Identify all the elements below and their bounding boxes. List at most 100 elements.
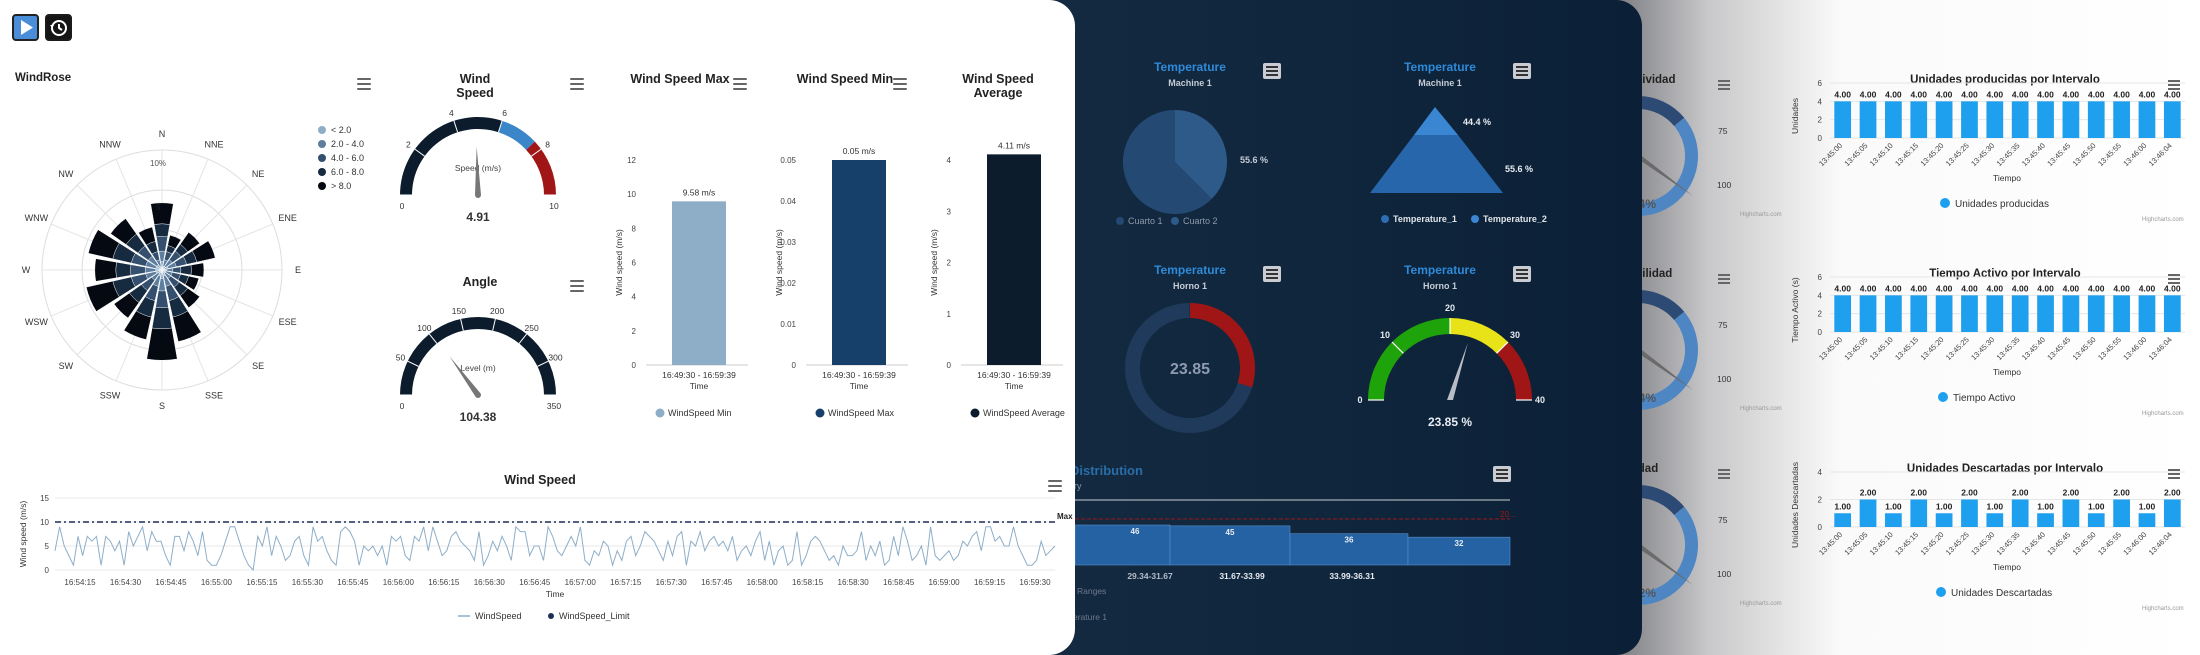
bar-data-label: 1.00	[2088, 501, 2105, 511]
gauge-tick-label: 250	[525, 323, 539, 333]
legend-label: WindSpeed	[475, 611, 522, 621]
bar	[1935, 101, 1953, 138]
menu-icon-bar	[1718, 469, 1730, 471]
gauge-band	[400, 116, 503, 195]
distribution-limit-label: 20...	[1500, 510, 1516, 519]
x-tick-label: 13:45:15	[1893, 141, 1920, 168]
x-tick-label: 13:46:00	[2121, 141, 2148, 168]
windrose-direction-label: N	[159, 129, 166, 139]
bar-data-label: 2.00	[1961, 488, 1978, 498]
bar-data-label: 45	[1226, 528, 1235, 537]
gauge-tick	[1391, 341, 1404, 354]
y-tick-label: 2	[1818, 116, 1823, 125]
bar-data-label: 4.00	[2063, 283, 2080, 293]
play-button[interactable]	[12, 14, 39, 41]
pyramid-segment	[1370, 135, 1503, 193]
menu-icon-bar	[1718, 282, 1730, 284]
x-tick-label: 16:56:30	[474, 578, 506, 587]
menu-icon-bar	[2168, 80, 2180, 82]
bar	[2062, 499, 2080, 527]
pie-slice	[1175, 110, 1227, 199]
bar	[2163, 295, 2181, 332]
distribution-bar	[1169, 525, 1291, 566]
x-tick-label: 16:58:15	[792, 578, 824, 587]
line-chart-menu-button[interactable]	[1048, 480, 1062, 492]
bar-data-label: 46	[1131, 527, 1140, 536]
legend-item[interactable]: 4.0 - 6.0	[318, 153, 364, 163]
x-tick-label: 16:55:15	[246, 578, 278, 587]
dark-gauge-menu-button[interactable]	[1513, 266, 1531, 282]
x-axis-title: Tiempo	[1993, 562, 2021, 572]
legend-item[interactable]: > 8.0	[318, 181, 364, 191]
bar	[832, 160, 886, 365]
bar	[1834, 101, 1852, 138]
pie-subtitle: Machine 1	[1168, 78, 1212, 88]
gauge-tick	[407, 360, 419, 367]
x-tick-label: 13:46:04	[2147, 335, 2174, 362]
min-chart-menu-button[interactable]	[893, 78, 907, 90]
donut-menu-button[interactable]	[1263, 266, 1281, 282]
bar	[1961, 295, 1978, 332]
y-axis-title: Tiempo Activo (s)	[1790, 277, 1800, 343]
pyramid-data-label: 55.6 %	[1505, 164, 1533, 174]
avg-chart-title-line2: Average	[973, 86, 1023, 100]
y-tick-label: 0.01	[780, 320, 796, 329]
legend-item[interactable]: 6.0 - 8.0	[318, 167, 364, 177]
distribution-menu-button[interactable]	[1493, 466, 1511, 482]
legend-item[interactable]: 2.0 - 4.0	[318, 139, 364, 149]
x-tick-label: 13:45:50	[2071, 335, 2098, 362]
x-tick-label: 13:45:20	[1919, 141, 1946, 168]
x-tick-label: 13:45:20	[1919, 335, 1946, 362]
bar-data-label: 1.00	[1885, 501, 1902, 511]
x-tick-label: 16:54:30	[110, 578, 142, 587]
gauge-tick-label: 40	[1535, 395, 1545, 405]
x-tick-label: 13:45:35	[1995, 141, 2022, 168]
angle-gauge-menu-button[interactable]	[570, 280, 584, 292]
x-tick-label: 16:56:45	[519, 578, 551, 587]
y-tick-label: 3	[947, 207, 952, 216]
windrose-title: WindRose	[15, 72, 72, 84]
x-tick-label: 16:57:15	[610, 578, 642, 587]
windrose-direction-label: SE	[252, 361, 264, 371]
legend-label: Tiempo Activo	[1953, 393, 2016, 404]
speed-gauge-menu-button[interactable]	[570, 78, 584, 90]
gauge-needle	[1638, 347, 1693, 390]
legend-item[interactable]: < 2.0	[318, 125, 364, 135]
y-tick-label: 6	[1818, 273, 1823, 282]
gauge-value: 104.38	[460, 410, 497, 424]
windspeed-line	[54, 525, 1056, 572]
bar-data-label: 4.00	[2113, 89, 2130, 99]
x-tick-label: 13:45:10	[1868, 141, 1895, 168]
pyramid-menu-button[interactable]	[1513, 63, 1531, 79]
legend-label: Temperature_1	[1393, 214, 1457, 224]
bar-data-label: 4.00	[1860, 283, 1877, 293]
bar-data-label: 0.05 m/s	[843, 146, 876, 156]
gauge-tick	[497, 120, 503, 133]
gauge-label: Level (m)	[460, 363, 496, 373]
y-axis-title: Unidades	[1790, 98, 1800, 134]
x-axis-title: Time	[546, 589, 565, 599]
history-button[interactable]	[45, 14, 72, 41]
menu-icon-bar	[1718, 88, 1730, 90]
x-tick-label: 13:46:04	[2147, 530, 2174, 557]
max-chart-menu-button[interactable]	[733, 78, 747, 90]
bar-data-label: 1.00	[1834, 501, 1851, 511]
credit-label: Highcharts.com	[1740, 601, 1782, 607]
gauge-tick	[453, 120, 459, 133]
gauge-tick	[537, 360, 549, 367]
pie-slice	[1123, 110, 1212, 214]
x-axis-title: Tiempo	[1993, 173, 2021, 183]
bar-data-label: 4.00	[2164, 89, 2181, 99]
x-tick-label: 16:54:15	[64, 578, 96, 587]
x-tick-label: 16:56:00	[383, 578, 415, 587]
bar	[2011, 295, 2029, 332]
bar-data-label: 4.11 m/s	[998, 140, 1030, 150]
legend-dot	[655, 408, 665, 418]
gauge-tick	[518, 333, 528, 344]
pie-menu-button[interactable]	[1263, 63, 1281, 79]
x-tick-label: 13:45:15	[1893, 530, 1920, 557]
gauge-needle	[475, 147, 481, 196]
windrose-menu-button[interactable]	[357, 78, 371, 90]
gauge-tick-label: 75	[1718, 126, 1728, 136]
bar-data-label: 4.00	[2088, 283, 2105, 293]
